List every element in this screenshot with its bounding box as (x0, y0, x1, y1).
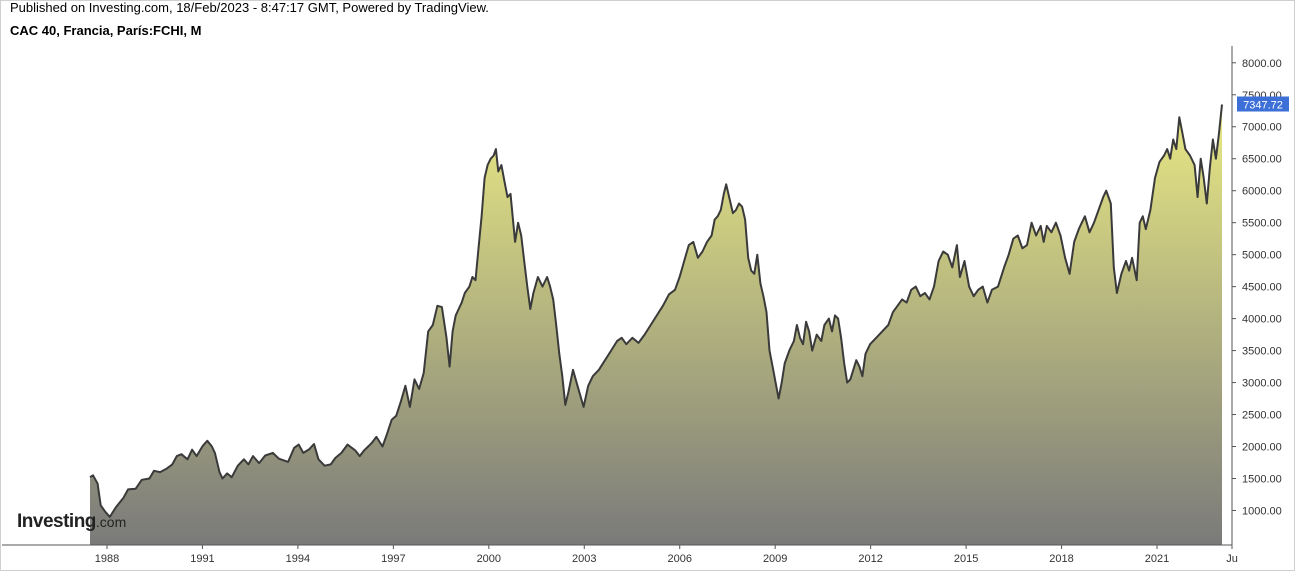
x-tick-label: 1997 (381, 553, 405, 565)
last-price-badge-bg (1237, 96, 1289, 112)
y-tick-label: 6000.00 (1242, 186, 1282, 198)
x-tick-label: 2015 (954, 553, 978, 565)
x-axis: 1988 1991 1994 1997 2000 2003 2006 2009 2012 2015… (2, 544, 1238, 565)
y-tick-label: 5000.00 (1242, 250, 1282, 262)
last-price-label: 7347.72 (1243, 100, 1283, 112)
y-tick-label: 2000.00 (1242, 442, 1282, 454)
y-tick-label: 5500.00 (1242, 218, 1282, 230)
x-tick-label: 2009 (763, 553, 787, 565)
y-axis: 1000.00 1500.00 2000.00 2500.00 3000.00 3500.… (1231, 46, 1282, 549)
logo-suffix: .com (95, 514, 127, 530)
y-tick-label: 8000.00 (1242, 58, 1282, 70)
x-tick-label: 2018 (1049, 553, 1073, 565)
published-caption: Published on Investing.com, 18/Feb/2023 … (10, 0, 489, 15)
x-tick-label: 2012 (858, 553, 882, 565)
x-tick-label: 1991 (190, 553, 214, 565)
logo-brand: Investing (17, 511, 96, 532)
y-tick-label: 3500.00 (1242, 346, 1282, 358)
y-tick-label: 1500.00 (1242, 473, 1282, 485)
x-tick-label: 2003 (572, 553, 596, 565)
y-tick-label: 3000.00 (1242, 378, 1282, 390)
y-tick-label: 4500.00 (1242, 282, 1282, 294)
x-tick-label: 2021 (1145, 553, 1169, 565)
price-area (90, 104, 1222, 545)
price-line (89, 104, 1223, 518)
investing-logo: Investing.com (17, 511, 126, 533)
x-tick-label: 2006 (667, 553, 691, 565)
y-tick-label: 7000.00 (1242, 122, 1282, 134)
y-tick-label: 2500.00 (1242, 410, 1282, 422)
y-tick-label: 4000.00 (1242, 314, 1282, 326)
x-tick-label: 1994 (286, 553, 310, 565)
symbol-title: CAC 40, Francia, París:FCHI, M (10, 23, 202, 38)
y-tick-label: 6500.00 (1242, 154, 1282, 166)
x-tick-label: 2000 (477, 553, 501, 565)
last-price-badge: 7347.72 (1237, 96, 1289, 112)
plot-area (89, 104, 1223, 545)
x-tick-label: Ju (1226, 553, 1238, 565)
x-tick-label: 1988 (95, 553, 119, 565)
y-tick-label: 1000.00 (1242, 505, 1282, 517)
